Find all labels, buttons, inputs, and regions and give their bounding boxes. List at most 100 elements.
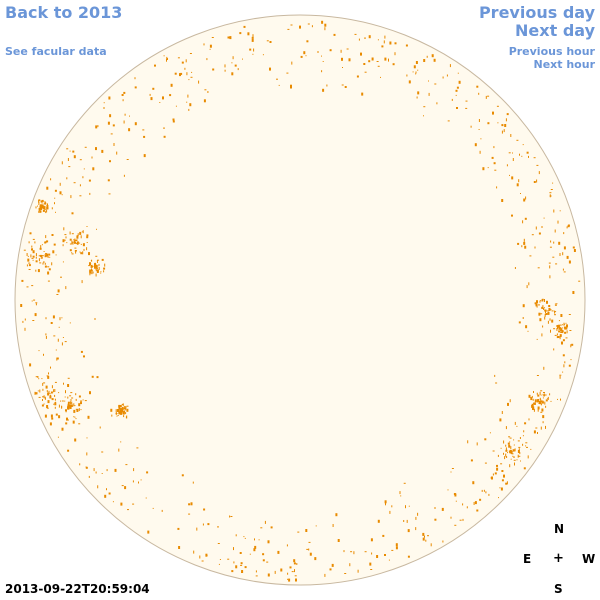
facula-marker xyxy=(530,397,533,401)
facula-marker xyxy=(514,421,516,425)
facula-marker xyxy=(552,256,555,258)
facula-marker xyxy=(35,253,37,257)
facula-marker xyxy=(446,74,448,77)
facula-marker xyxy=(554,303,557,305)
facula-marker xyxy=(242,58,243,60)
facula-marker xyxy=(321,55,322,57)
facula-marker xyxy=(207,523,210,526)
facula-marker xyxy=(526,285,528,289)
facula-marker xyxy=(487,95,490,97)
facula-marker xyxy=(38,202,40,205)
facula-marker xyxy=(558,241,561,245)
facula-marker xyxy=(509,174,510,176)
facula-marker xyxy=(69,399,72,401)
facula-marker xyxy=(501,124,504,127)
facula-marker xyxy=(30,254,32,258)
facula-marker xyxy=(46,390,48,393)
facula-marker xyxy=(86,452,88,456)
facula-marker xyxy=(560,332,563,333)
facula-marker xyxy=(557,336,560,338)
facula-marker xyxy=(286,72,289,74)
facula-marker xyxy=(96,259,98,262)
facula-marker xyxy=(82,230,84,234)
facula-marker xyxy=(522,304,525,308)
facula-marker xyxy=(41,255,43,257)
facula-marker xyxy=(45,211,47,214)
facula-marker xyxy=(114,468,117,472)
facula-marker xyxy=(99,426,101,429)
facula-marker xyxy=(44,202,47,205)
facula-marker xyxy=(74,239,76,242)
facular-data-link[interactable]: See facular data xyxy=(5,45,107,58)
facula-marker xyxy=(518,321,521,324)
facula-marker xyxy=(48,253,51,256)
facula-marker xyxy=(56,357,58,361)
facula-marker xyxy=(124,486,127,490)
facula-marker xyxy=(561,341,563,345)
facula-marker xyxy=(547,311,550,315)
facula-marker xyxy=(547,320,549,324)
facula-marker xyxy=(81,231,83,233)
facula-marker xyxy=(315,525,317,527)
facula-marker xyxy=(64,396,66,398)
facula-marker xyxy=(511,214,513,217)
facula-marker xyxy=(71,233,74,235)
facula-marker xyxy=(503,452,504,455)
facula-marker xyxy=(255,575,258,577)
facula-marker xyxy=(549,319,551,321)
facula-marker xyxy=(115,409,117,413)
facula-marker xyxy=(547,396,549,400)
facula-marker xyxy=(61,342,63,346)
facula-marker xyxy=(560,328,563,330)
facula-marker xyxy=(62,239,65,243)
facula-marker xyxy=(494,374,496,377)
facula-marker xyxy=(516,459,518,461)
facula-marker xyxy=(384,35,386,39)
facula-marker xyxy=(536,304,538,308)
facula-marker xyxy=(124,405,126,409)
facula-marker xyxy=(472,481,475,485)
facula-marker xyxy=(562,371,564,373)
facula-marker xyxy=(415,516,417,520)
facula-marker xyxy=(192,481,194,484)
facula-marker xyxy=(514,462,515,466)
facula-marker xyxy=(294,569,295,573)
facula-marker xyxy=(80,400,83,402)
facula-marker xyxy=(424,535,425,538)
facula-marker xyxy=(541,408,544,412)
facula-marker xyxy=(78,408,80,412)
facula-marker xyxy=(29,363,32,367)
previous-hour-link[interactable]: Previous hour xyxy=(508,45,595,58)
facula-marker xyxy=(32,259,34,261)
facula-marker xyxy=(495,382,498,384)
next-hour-link[interactable]: Next hour xyxy=(533,58,596,71)
compass-north-label: N xyxy=(554,522,565,536)
previous-day-link[interactable]: Previous day xyxy=(478,3,595,22)
facula-marker xyxy=(539,391,541,395)
facula-marker xyxy=(480,138,482,140)
back-to-year-link[interactable]: Back to 2013 xyxy=(5,3,123,22)
facula-marker xyxy=(567,225,570,228)
facula-marker xyxy=(134,77,136,80)
facula-marker xyxy=(61,405,63,409)
facula-marker xyxy=(258,539,260,541)
facula-marker xyxy=(128,128,131,132)
facula-marker xyxy=(22,320,24,323)
facula-marker xyxy=(557,324,560,327)
facula-marker xyxy=(94,262,96,266)
facula-marker xyxy=(106,469,108,472)
facula-marker xyxy=(498,497,499,499)
facula-marker xyxy=(541,299,544,302)
facula-marker xyxy=(291,61,293,65)
facula-marker xyxy=(287,572,289,575)
facula-marker xyxy=(77,233,79,237)
facula-marker xyxy=(91,266,93,268)
next-day-link[interactable]: Next day xyxy=(515,21,595,40)
facula-marker xyxy=(501,411,503,414)
facula-marker xyxy=(550,400,552,402)
facula-marker xyxy=(121,407,124,410)
facula-marker xyxy=(545,313,547,315)
facula-marker xyxy=(539,397,541,400)
facula-marker xyxy=(97,261,98,263)
facula-marker xyxy=(209,48,211,50)
